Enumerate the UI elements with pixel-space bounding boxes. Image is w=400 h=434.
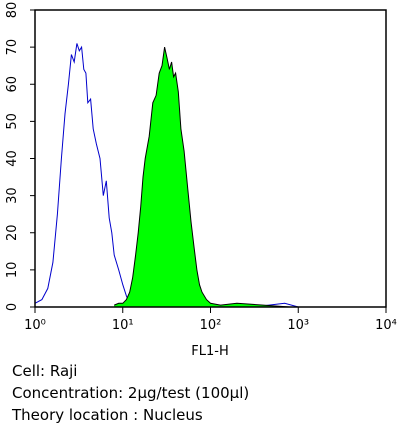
y-tick-label: 20 bbox=[5, 224, 20, 241]
y-tick-label: 30 bbox=[5, 187, 20, 204]
y-tick-label: 0 bbox=[5, 303, 20, 311]
x-tick-label: 10² bbox=[200, 318, 222, 333]
note: Theory location : Nucleus bbox=[11, 406, 203, 424]
y-tick-label: 60 bbox=[5, 76, 20, 93]
x-tick-label: 10¹ bbox=[112, 318, 134, 333]
note: Cell: Raji bbox=[12, 362, 77, 380]
y-tick-label: 80 bbox=[5, 2, 20, 19]
x-tick-label: 10⁴ bbox=[375, 318, 397, 333]
y-tick-label: 50 bbox=[5, 113, 20, 130]
x-tick-label: 10³ bbox=[287, 318, 309, 333]
histogram-line bbox=[114, 46, 290, 308]
y-tick-label: 10 bbox=[5, 262, 20, 279]
note: Concentration: 2µg/test (100µl) bbox=[12, 384, 249, 402]
histogram-fill bbox=[114, 47, 290, 307]
plot-frame bbox=[34, 9, 387, 308]
y-tick-label: 40 bbox=[5, 150, 20, 167]
x-axis-label: FL1-H bbox=[191, 344, 228, 359]
x-tick-label: 10⁰ bbox=[24, 318, 46, 333]
y-tick-label: 70 bbox=[5, 39, 20, 56]
